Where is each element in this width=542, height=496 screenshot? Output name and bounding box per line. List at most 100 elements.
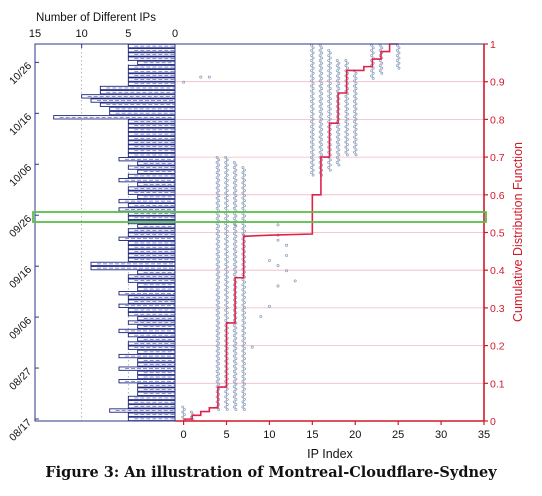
ip-usage-point: [215, 359, 219, 363]
ip-usage-point: [344, 94, 348, 98]
ip-usage-point: [215, 201, 219, 205]
ip-usage-point: [215, 318, 219, 322]
ip-usage-point-13: [267, 304, 271, 308]
ip-usage-point: [234, 352, 238, 355]
ip-usage-point: [217, 260, 221, 264]
ip-usage-point: [311, 158, 315, 162]
ip-usage-point: [310, 54, 313, 57]
ip-usage-point: [397, 61, 401, 65]
ip-usage-point: [217, 280, 221, 284]
ip-usage-point: [225, 387, 229, 391]
ip-usage-point: [311, 127, 315, 131]
ip-usage-point-15: [259, 315, 263, 319]
ip-usage-point: [378, 64, 382, 68]
ip-usage-point: [217, 311, 221, 315]
ip-usage-point: [215, 273, 219, 276]
ip-usage-point: [380, 46, 384, 50]
ip-usage-point: [217, 408, 221, 411]
ip-usage-point: [232, 161, 236, 164]
ip-usage-point: [353, 110, 356, 113]
ip-usage-point: [234, 347, 238, 350]
ip-usage-point: [344, 59, 348, 62]
ip-usage-point: [217, 189, 221, 192]
ip-usage-point: [354, 87, 358, 90]
ip-usage-point: [241, 176, 245, 180]
ip-usage-point: [234, 270, 238, 274]
ip-usage-point: [234, 372, 238, 376]
ip-usage-point: [328, 56, 332, 60]
ip-usage-point: [234, 397, 238, 401]
ip-usage-point: [225, 245, 229, 248]
ip-usage-point: [217, 377, 221, 381]
ip-usage-point-12: [276, 284, 280, 288]
ip-usage-point: [397, 66, 401, 70]
ip-usage-point: [217, 290, 221, 294]
ip-usage-point: [224, 206, 228, 210]
ip-usage-point: [328, 117, 332, 121]
ip-usage-point: [346, 153, 349, 157]
ip-usage-point: [311, 143, 315, 147]
ip-usage-point: [327, 64, 331, 68]
ip-usage-point: [311, 102, 315, 106]
ip-usage-point: [217, 214, 221, 218]
ip-usage-point: [328, 97, 332, 101]
ip-usage-point: [335, 145, 339, 149]
ip-usage-column-25: [395, 43, 401, 70]
ip-usage-point: [241, 303, 245, 307]
ip-usage-point: [215, 155, 219, 159]
ip-usage-point: [378, 43, 382, 47]
ip-usage-point: [320, 71, 324, 75]
y-tick-label-1: 0.1: [490, 378, 505, 390]
ip-usage-point: [335, 135, 339, 139]
ip-usage-point: [243, 199, 246, 203]
ip-usage-point: [224, 181, 228, 185]
ip-usage-point: [395, 64, 399, 68]
ip-usage-point: [181, 405, 185, 409]
ip-usage-point: [327, 105, 331, 108]
ip-usage-point: [353, 145, 356, 149]
x-tick-label-4: 20: [349, 429, 361, 441]
y-tick-label-2: 0.2: [490, 341, 505, 353]
ip-usage-point: [310, 130, 313, 134]
figure: 15 10 5 008/1708/2709/0609/1609/2610/0610/1…: [7, 12, 525, 461]
ip-usage-point: [353, 99, 356, 103]
ip-usage-point: [232, 390, 236, 394]
left-x-tick-label-0: 15: [29, 28, 41, 40]
ip-usage-point: [224, 247, 228, 251]
ip-usage-point: [318, 48, 322, 52]
ip-usage-point: [320, 153, 324, 157]
ip-usage-point: [217, 250, 221, 254]
ip-usage-point: [243, 214, 246, 218]
ip-usage-point: [318, 110, 322, 113]
ip-usage-point: [225, 224, 229, 228]
ip-usage-point: [243, 224, 246, 228]
ip-usage-point: [328, 61, 332, 65]
ip-usage-point: [243, 204, 246, 208]
ip-usage-point: [354, 148, 358, 152]
ip-usage-point: [354, 117, 358, 121]
ip-usage-point: [320, 127, 324, 131]
ip-usage-point: [310, 145, 313, 149]
y-tick-label-7: 0.7: [490, 152, 505, 164]
ip-usage-point: [337, 76, 341, 80]
ip-usage-point: [335, 64, 339, 68]
ip-usage-point: [241, 349, 245, 353]
ip-usage-point: [327, 115, 331, 118]
ip-usage-point: [320, 133, 324, 136]
ip-usage-point: [225, 301, 229, 304]
date-tick-label-1: 08/27: [7, 366, 34, 393]
ip-usage-point: [318, 140, 322, 144]
date-tick-label-3: 09/16: [7, 264, 34, 291]
ip-usage-point: [311, 148, 315, 152]
ip-usage-point: [224, 161, 228, 164]
left-x-tick-label-2: 5: [125, 28, 131, 40]
ip-usage-point: [311, 122, 315, 126]
ip-usage-point: [234, 336, 238, 340]
ip-usage-point: [241, 217, 245, 220]
ip-usage-point-9: [276, 264, 280, 268]
ip-usage-point: [311, 133, 315, 136]
ip-usage-column-15: [310, 43, 315, 177]
ip-usage-point: [353, 125, 356, 129]
ip-usage-point: [215, 324, 219, 327]
ip-usage-point: [224, 196, 228, 200]
